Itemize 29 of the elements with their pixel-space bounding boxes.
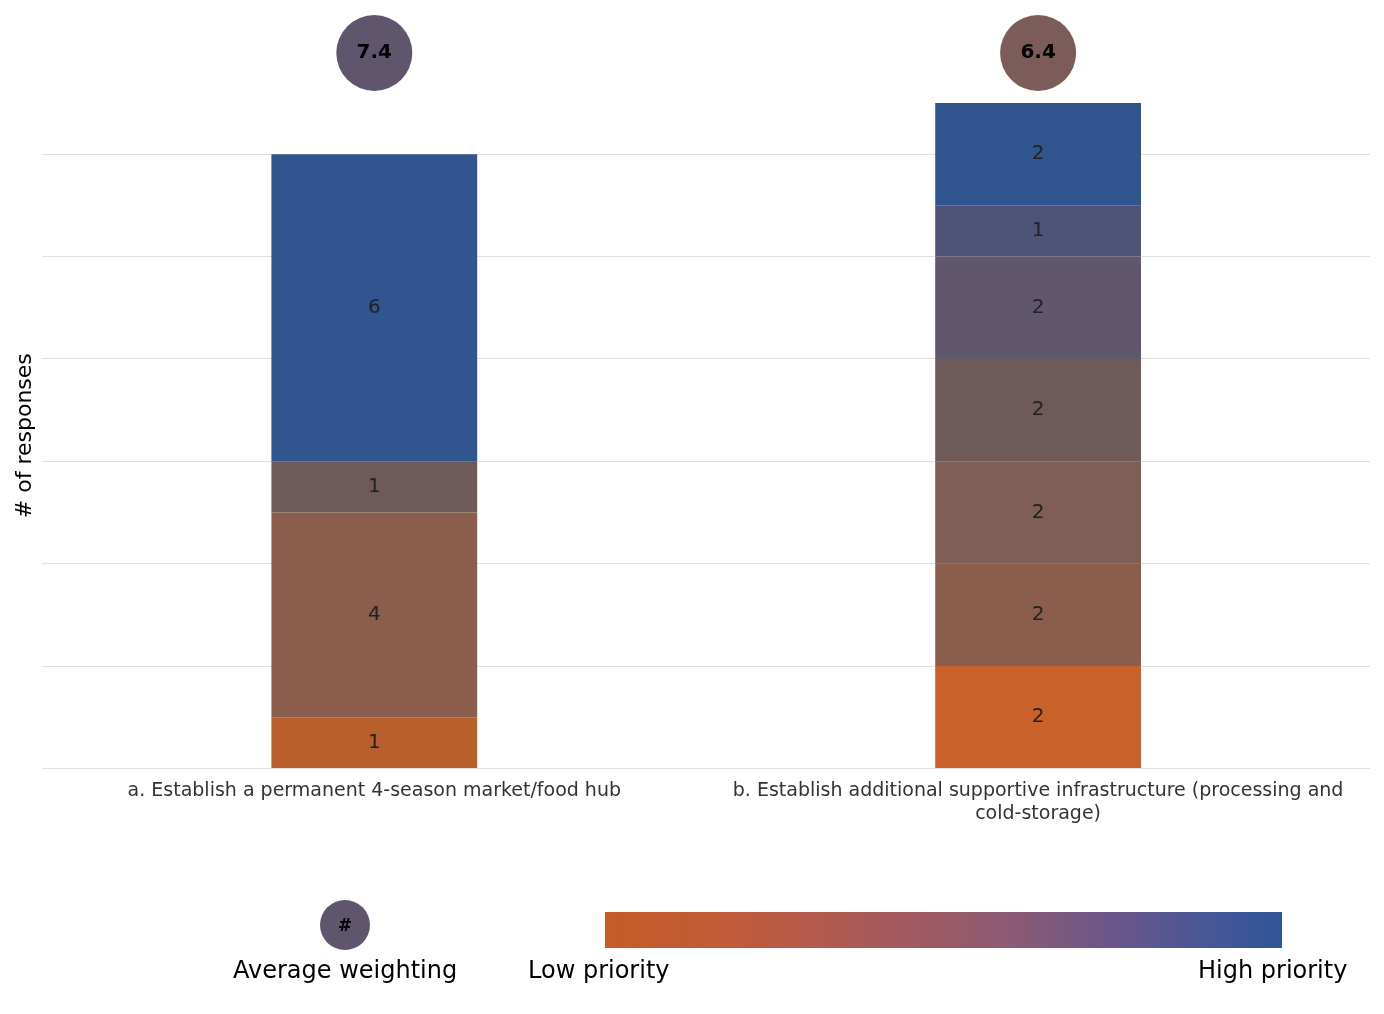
bar	[935, 205, 1141, 257]
text: Average weighting	[233, 956, 458, 984]
bar	[271, 512, 478, 718]
bar	[271, 717, 478, 768]
data-label: 2	[1031, 601, 1045, 626]
data-label: 1	[367, 473, 381, 498]
data-label: 1	[367, 728, 381, 753]
circle-icon: #	[320, 900, 370, 950]
bar	[935, 256, 1141, 359]
data-label: 2	[1031, 396, 1045, 421]
x-tick-label: a. Establish a permanent 4-season market/food hub	[127, 777, 622, 800]
data-label: 2	[1031, 498, 1045, 523]
text: 6.4	[1020, 39, 1056, 64]
data-label: 4	[367, 601, 381, 626]
bar	[271, 461, 478, 513]
bar	[935, 358, 1141, 462]
data-label: 1	[1031, 217, 1045, 242]
text: Low priority	[528, 956, 670, 984]
x-tick-label: b. Establish additional supportive infrastructure (processing and cold-storage)	[732, 777, 1344, 823]
data-label: 2	[1031, 140, 1045, 165]
bar	[271, 154, 478, 462]
text: High priority	[1198, 956, 1348, 984]
data-label: 2	[1031, 703, 1045, 728]
data-label: 6	[367, 293, 381, 318]
bar	[935, 103, 1141, 206]
bar	[935, 666, 1141, 768]
text: 7.4	[356, 39, 393, 64]
y-axis-title: # of responses	[10, 353, 36, 519]
data-label: 2	[1031, 293, 1045, 318]
